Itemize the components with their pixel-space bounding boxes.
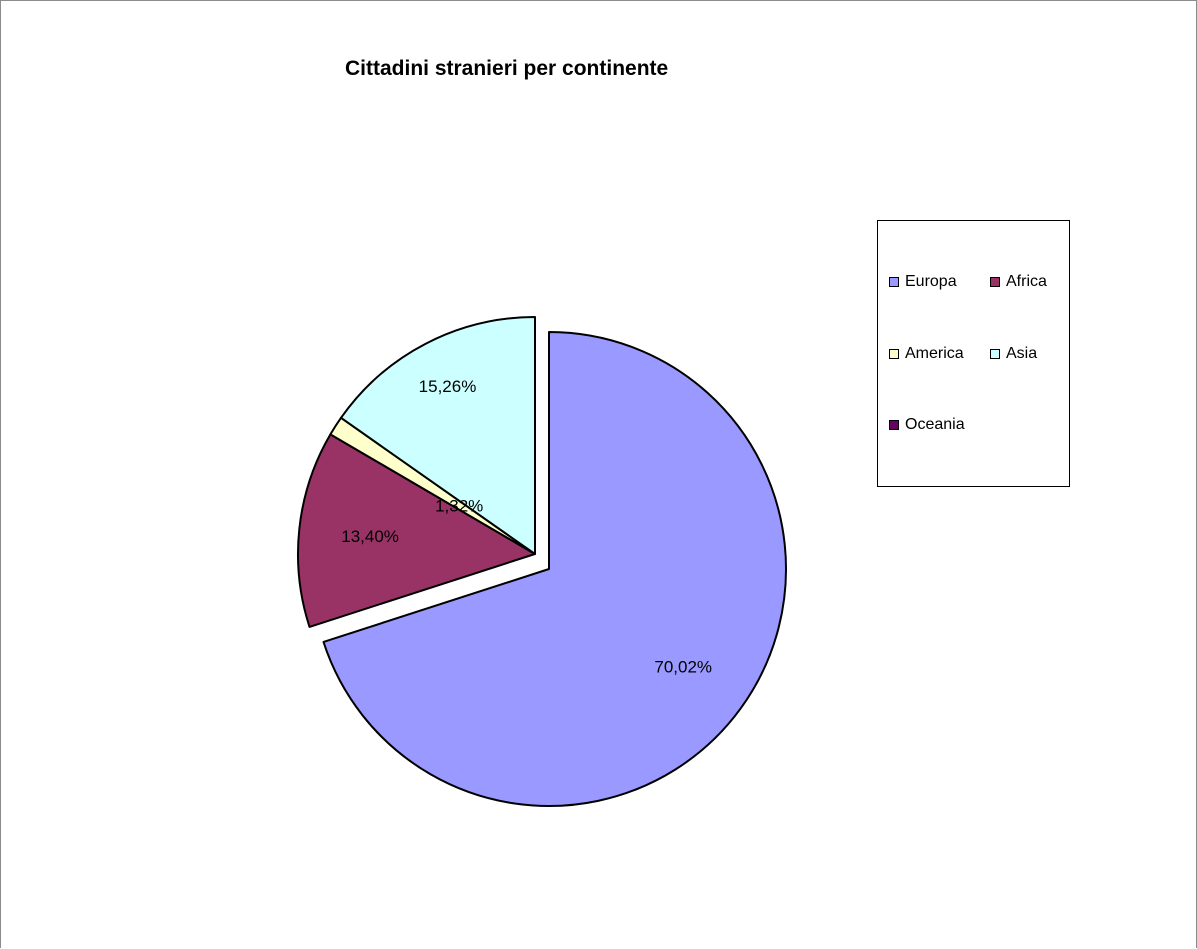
legend-label-oceania: Oceania xyxy=(905,416,965,433)
legend-label-america: America xyxy=(905,345,964,362)
legend-item-america: America xyxy=(889,345,964,363)
legend-swatch-asia xyxy=(990,349,1000,359)
legend-swatch-africa xyxy=(990,277,1000,287)
data-label-america: 1,32% xyxy=(435,496,483,515)
legend-item-oceania: Oceania xyxy=(889,416,965,434)
pie-slice-asia xyxy=(340,316,536,555)
legend-label-europa: Europa xyxy=(905,273,957,290)
pie-slice-africa xyxy=(297,433,536,628)
chart-title: Cittadini stranieri per continente xyxy=(345,57,669,80)
data-label-asia: 15,26% xyxy=(419,377,477,396)
legend-swatch-oceania xyxy=(889,420,899,430)
legend-item-asia: Asia xyxy=(990,345,1037,363)
legend-item-europa: Europa xyxy=(889,273,957,291)
pie-slice-europa xyxy=(322,331,787,807)
data-label-europa: 70,02% xyxy=(654,658,712,677)
legend-swatch-america xyxy=(889,349,899,359)
legend-swatch-europa xyxy=(889,277,899,287)
legend: Europa Africa America Asia Oceania xyxy=(877,220,1070,487)
legend-item-africa: Africa xyxy=(990,273,1047,291)
data-label-africa: 13,40% xyxy=(341,527,399,546)
legend-label-asia: Asia xyxy=(1006,345,1038,362)
legend-label-africa: Africa xyxy=(1006,273,1047,290)
